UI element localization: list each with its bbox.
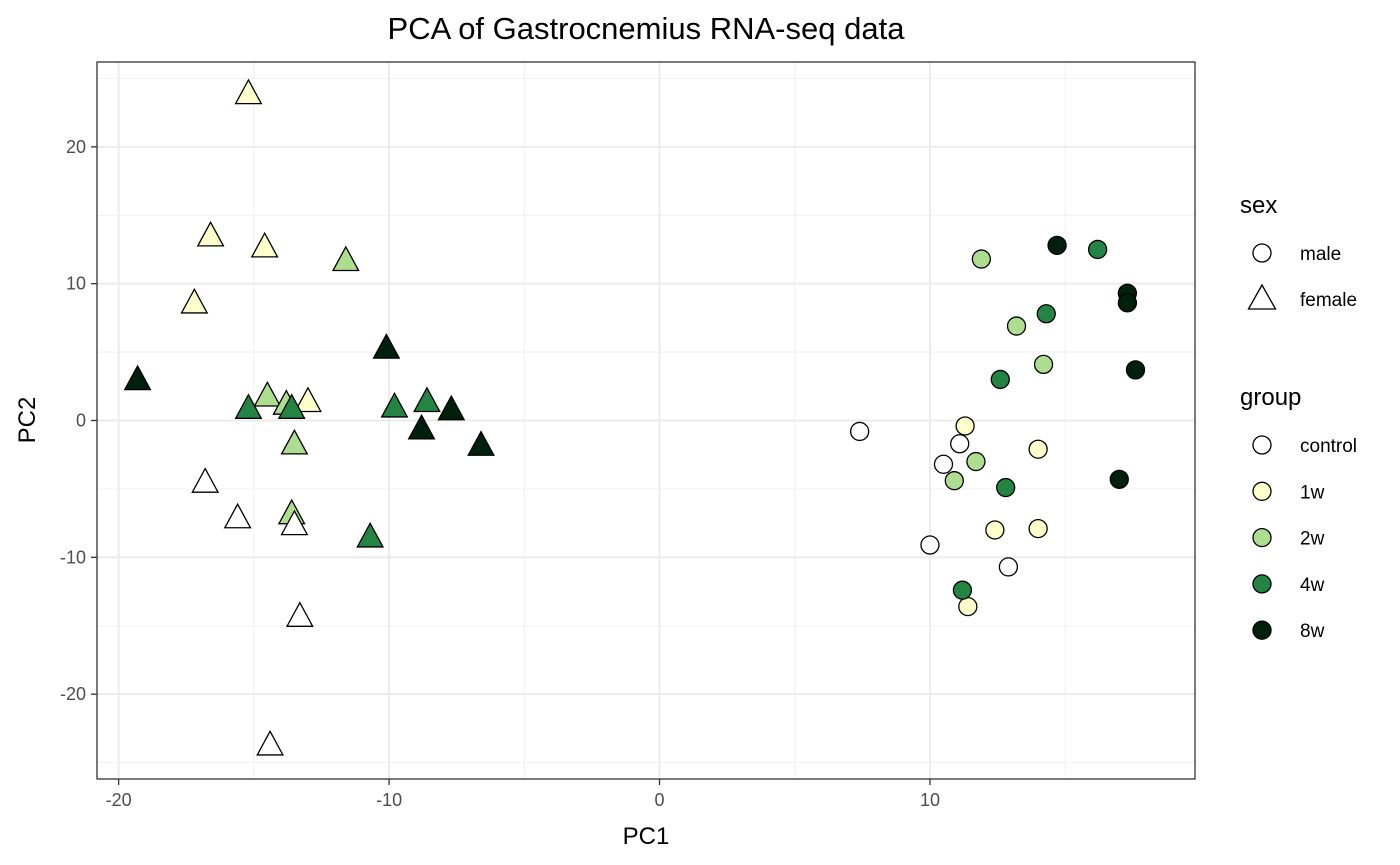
legend-female-label: female (1300, 290, 1357, 311)
legend-1w-label: 1w (1300, 482, 1325, 503)
legend-control-symbol (1252, 435, 1272, 455)
legend-2w-label: 2w (1300, 529, 1325, 550)
data-points (123, 78, 1146, 756)
legend-2w-symbol (1252, 527, 1272, 548)
y-tick-label: 10 (66, 274, 86, 294)
point-female-1w (234, 78, 263, 105)
point-male-control (850, 421, 870, 442)
point-male-1w (955, 416, 975, 436)
x-tick-label: -10 (376, 790, 402, 810)
point-male-8w (1117, 293, 1138, 313)
x-tick-label: -20 (106, 790, 132, 810)
point-female-4w (380, 391, 409, 418)
y-tick-label: 20 (66, 137, 86, 157)
point-male-8w (1125, 360, 1146, 380)
point-female-8w (437, 394, 466, 421)
point-male-4w (990, 369, 1010, 390)
point-male-1w (1028, 518, 1048, 539)
y-axis: -20 -10 0 10 20 (60, 137, 97, 704)
point-male-1w (1028, 439, 1048, 459)
legend-group-title: group (1240, 384, 1301, 411)
point-female-4w (277, 393, 306, 419)
x-axis-title: PC1 (623, 823, 670, 850)
legend-male-label: male (1300, 244, 1341, 265)
point-male-2w (1006, 316, 1027, 336)
point-female-control (280, 509, 309, 536)
legend-8w-label: 8w (1300, 621, 1325, 642)
legend-group: group control 1w 2w 4w 8w (1240, 384, 1357, 642)
plot-panel (96, 61, 1196, 780)
legend-8w-symbol (1252, 620, 1272, 640)
point-male-2w (971, 249, 991, 269)
gridlines (97, 62, 1195, 779)
point-male-control (920, 535, 940, 555)
point-female-control (256, 729, 285, 756)
legend-female-symbol (1247, 283, 1277, 310)
point-male-4w (952, 580, 973, 600)
point-female-2w (331, 245, 360, 272)
point-female-4w (234, 393, 263, 419)
point-male-1w (958, 596, 978, 617)
legend-control-label: control (1300, 436, 1357, 457)
point-male-1w (985, 520, 1005, 540)
point-female-1w (250, 231, 279, 258)
point-male-4w (996, 477, 1016, 498)
point-female-1w (180, 287, 209, 314)
point-male-4w (1087, 239, 1108, 260)
point-female-control (223, 502, 252, 529)
legend-male-symbol (1252, 243, 1272, 263)
point-male-2w (966, 451, 986, 472)
y-tick-label: -20 (60, 684, 86, 704)
x-tick-label: 0 (655, 790, 665, 810)
legend-sex: sex male female (1240, 192, 1357, 311)
point-male-2w (944, 471, 964, 491)
point-female-8w (123, 364, 152, 391)
legend-4w-label: 4w (1300, 575, 1325, 596)
point-male-control (933, 454, 954, 474)
point-female-1w (196, 220, 225, 247)
point-female-8w (372, 333, 401, 359)
point-female-8w (407, 413, 436, 440)
point-male-control (998, 557, 1019, 577)
legend-4w-symbol (1252, 574, 1272, 594)
point-female-2w (280, 428, 309, 455)
point-male-8w (1047, 235, 1067, 256)
point-male-2w (1033, 354, 1054, 375)
point-female-control (191, 467, 220, 493)
point-female-control (285, 601, 314, 627)
legend: sex male female group control 1w 2w 4w 8w (1240, 192, 1357, 642)
point-female-4w (413, 386, 441, 413)
point-female-4w (356, 521, 385, 548)
legend-1w-symbol (1252, 481, 1272, 501)
y-axis-title: PC2 (14, 397, 41, 444)
point-male-4w (1036, 304, 1056, 324)
y-tick-label: 0 (76, 411, 86, 431)
point-male-control (950, 434, 970, 454)
point-female-8w (467, 430, 495, 456)
y-tick-label: -10 (60, 547, 86, 567)
point-female-2w (253, 381, 282, 407)
x-axis: -20 -10 0 10 (106, 779, 940, 810)
point-male-8w (1109, 469, 1129, 489)
legend-sex-title: sex (1240, 192, 1277, 219)
chart-title: PCA of Gastrocnemius RNA-seq data (388, 11, 906, 46)
point-female-1w (294, 386, 322, 413)
x-tick-label: 10 (920, 790, 940, 810)
